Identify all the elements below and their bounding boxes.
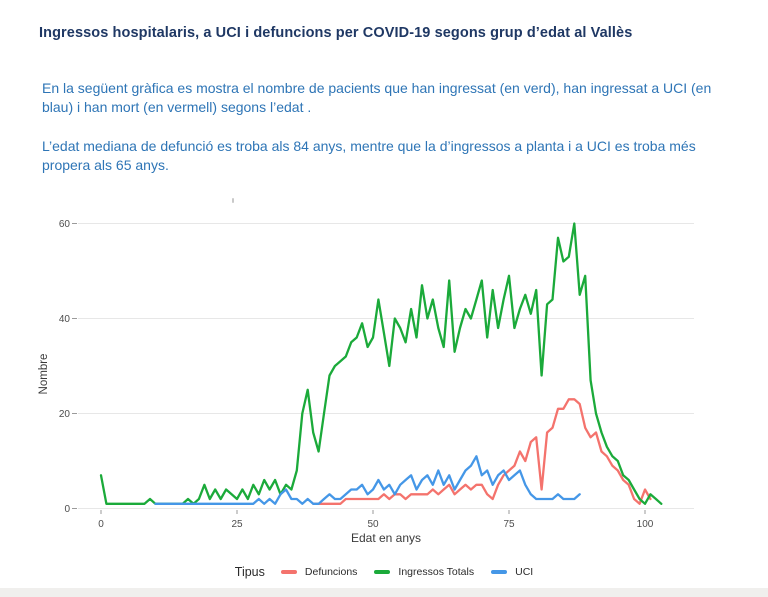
legend-items: Defuncions Ingressos Totals UCI — [280, 566, 533, 578]
svg-text:50: 50 — [367, 519, 379, 530]
intro-paragraph: En la següent gràfica es mostra el nombr… — [42, 80, 712, 115]
svg-text:20: 20 — [59, 409, 71, 420]
legend-item-label: Defuncions — [304, 566, 358, 578]
chart-canvas: 0 20 40 60 0 25 50 75 100 — [59, 219, 694, 530]
legend-swatch — [491, 570, 508, 574]
legend-title: Tipus — [234, 565, 265, 579]
svg-text:100: 100 — [637, 519, 654, 530]
legend-item-label: Ingressos Totals — [398, 566, 475, 578]
svg-text:75: 75 — [503, 519, 515, 530]
svg-text:60: 60 — [59, 219, 71, 230]
legend-item-label: UCI — [515, 566, 534, 578]
y-axis-title: Nombre — [38, 353, 50, 395]
legend-item-ingressos-totals: Ingressos Totals — [374, 566, 474, 578]
page-footer-strip — [0, 588, 768, 597]
x-axis-title: Edat en anys — [350, 531, 422, 545]
svg-text:0: 0 — [98, 519, 104, 530]
chart-legend: Tipus Defuncions Ingressos Totals UCI — [0, 563, 768, 581]
svg-text:40: 40 — [59, 314, 71, 325]
median-age-paragraph: L’edat mediana de defunció es troba als … — [42, 138, 696, 173]
legend-item-uci: UCI — [491, 566, 533, 578]
document-title: Ingressos hospitalaris, a UCI i defuncio… — [39, 25, 633, 41]
stray-mark — [232, 198, 234, 203]
legend-swatch — [280, 570, 297, 574]
svg-text:0: 0 — [64, 504, 70, 515]
legend-swatch — [374, 570, 391, 574]
legend-item-defuncions: Defuncions — [280, 566, 358, 578]
svg-text:25: 25 — [231, 519, 243, 530]
